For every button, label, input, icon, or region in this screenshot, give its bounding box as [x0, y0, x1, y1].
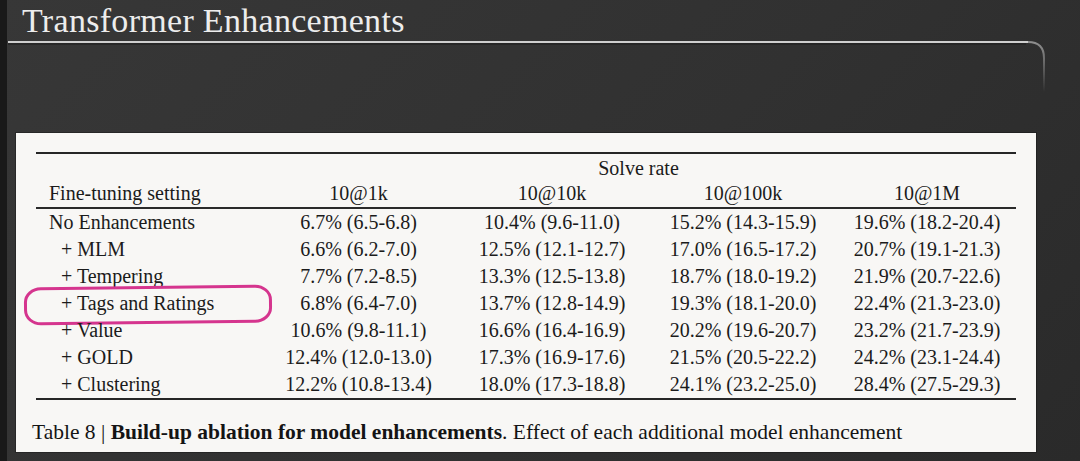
row-value-cell: 21.9% (20.7-22.6)	[838, 263, 1016, 290]
row-value-cell: 7.7% (7.2-8.5)	[261, 263, 456, 290]
table-column-header-row: Fine-tuning setting 10@1k 10@10k 10@100k…	[36, 180, 1016, 208]
row-setting-label: + MLM	[36, 236, 261, 263]
row-value-cell: 19.3% (18.1-20.0)	[648, 290, 838, 317]
row-value-cell: 24.2% (23.1-24.4)	[838, 344, 1016, 371]
title-underline-rule	[0, 0, 1080, 110]
caption-rest-text: . Effect of each additional model enhanc…	[502, 420, 902, 444]
row-value-cell: 19.6% (18.2-20.4)	[838, 208, 1016, 236]
row-value-cell: 18.7% (18.0-19.2)	[648, 263, 838, 290]
table-row: + GOLD12.4% (12.0-13.0)17.3% (16.9-17.6)…	[36, 344, 1016, 371]
row-setting-label: + Tags and Ratings	[36, 290, 261, 317]
row-value-cell: 28.4% (27.5-29.3)	[838, 371, 1016, 399]
row-value-cell: 24.1% (23.2-25.0)	[648, 371, 838, 399]
row-value-cell: 13.7% (12.8-14.9)	[456, 290, 648, 317]
row-setting-label: + Tempering	[36, 263, 261, 290]
row-value-cell: 6.7% (6.5-6.8)	[261, 208, 456, 236]
col-header-10at1k: 10@1k	[261, 180, 456, 208]
row-setting-label: No Enhancements	[36, 208, 261, 236]
row-value-cell: 12.4% (12.0-13.0)	[261, 344, 456, 371]
row-value-cell: 18.0% (17.3-18.8)	[456, 371, 648, 399]
table-group-header-row: Solve rate	[36, 153, 1016, 180]
table-row: No Enhancements6.7% (6.5-6.8)10.4% (9.6-…	[36, 208, 1016, 236]
col-header-10at10k: 10@10k	[456, 180, 648, 208]
row-setting-label: + GOLD	[36, 344, 261, 371]
results-table: Solve rate Fine-tuning setting 10@1k 10@…	[36, 152, 1016, 400]
row-value-cell: 17.3% (16.9-17.6)	[456, 344, 648, 371]
paper-table-panel: Solve rate Fine-tuning setting 10@1k 10@…	[16, 133, 1036, 452]
table-row: + Clustering12.2% (10.8-13.4)18.0% (17.3…	[36, 371, 1016, 399]
col-header-10at100k: 10@100k	[648, 180, 838, 208]
caption-prefix: Table 8 |	[32, 420, 111, 444]
row-value-cell: 23.2% (21.7-23.9)	[838, 317, 1016, 344]
row-value-cell: 20.2% (19.6-20.7)	[648, 317, 838, 344]
row-setting-label: + Value	[36, 317, 261, 344]
row-value-cell: 20.7% (19.1-21.3)	[838, 236, 1016, 263]
row-value-cell: 10.6% (9.8-11.1)	[261, 317, 456, 344]
col-header-10at1M: 10@1M	[838, 180, 1016, 208]
row-value-cell: 22.4% (21.3-23.0)	[838, 290, 1016, 317]
row-value-cell: 15.2% (14.3-15.9)	[648, 208, 838, 236]
row-value-cell: 21.5% (20.5-22.2)	[648, 344, 838, 371]
table-caption: Table 8 | Build-up ablation for model en…	[32, 420, 1036, 445]
table-row: + MLM6.6% (6.2-7.0)12.5% (12.1-12.7)17.0…	[36, 236, 1016, 263]
table-row: + Value10.6% (9.8-11.1)16.6% (16.4-16.9)…	[36, 317, 1016, 344]
row-value-cell: 12.2% (10.8-13.4)	[261, 371, 456, 399]
row-setting-label: + Clustering	[36, 371, 261, 399]
empty-cell	[36, 153, 261, 180]
table-row: + Tempering7.7% (7.2-8.5)13.3% (12.5-13.…	[36, 263, 1016, 290]
col-header-fine-tuning-setting: Fine-tuning setting	[36, 180, 261, 208]
row-value-cell: 13.3% (12.5-13.8)	[456, 263, 648, 290]
group-header-solve-rate: Solve rate	[261, 153, 1016, 180]
table-row: + Tags and Ratings6.8% (6.4-7.0)13.7% (1…	[36, 290, 1016, 317]
row-value-cell: 6.6% (6.2-7.0)	[261, 236, 456, 263]
row-value-cell: 16.6% (16.4-16.9)	[456, 317, 648, 344]
row-value-cell: 17.0% (16.5-17.2)	[648, 236, 838, 263]
caption-bold-text: Build-up ablation for model enhancements	[111, 420, 502, 444]
row-value-cell: 10.4% (9.6-11.0)	[456, 208, 648, 236]
row-value-cell: 12.5% (12.1-12.7)	[456, 236, 648, 263]
row-value-cell: 6.8% (6.4-7.0)	[261, 290, 456, 317]
